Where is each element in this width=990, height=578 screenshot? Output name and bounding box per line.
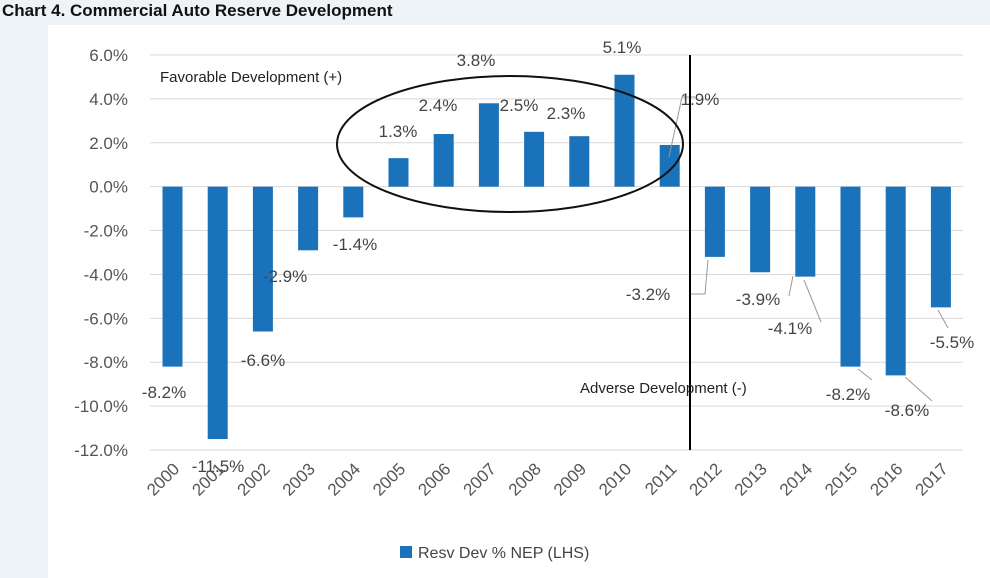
favorable-annotation: Favorable Development (+) [160, 69, 342, 86]
y-tick-label: -2.0% [84, 222, 128, 241]
data-labels: -8.2% -11.5% -6.6% -2.9% -1.4% 1.3%2.4% 3.8% 2.… [142, 38, 974, 476]
bar-2009 [569, 136, 590, 187]
bar-2011 [659, 144, 680, 187]
x-tick-label: 2005 [369, 459, 409, 499]
data-label-2011: 1.9% [681, 90, 720, 109]
y-tick-label: -4.0% [84, 265, 128, 284]
x-tick-label: 2013 [731, 459, 771, 499]
bar-2014 [795, 186, 816, 277]
data-label-2012: -3.2% [626, 285, 670, 304]
x-tick-label: 2007 [460, 459, 500, 499]
gridlines [150, 54, 963, 451]
bar-2017 [930, 186, 951, 308]
x-tick-label: 2016 [866, 459, 906, 499]
data-label-2016: -8.6% [885, 401, 929, 420]
y-tick-label: -8.0% [84, 353, 128, 372]
leader-line [690, 259, 709, 295]
x-tick-label: 2004 [324, 459, 364, 499]
x-tick-label: 2012 [686, 459, 726, 499]
data-label-2017: -5.5% [930, 333, 974, 352]
leader-line [904, 376, 933, 402]
bar-2016 [885, 186, 906, 376]
favorable-highlight-ellipse [336, 75, 684, 213]
x-axis-ticks: 2000 2001 2002 2003 2004 2005 2006 2007 2008 2009… [143, 459, 952, 499]
bar-2006 [433, 134, 454, 187]
x-tick-label: 2011 [641, 459, 680, 498]
x-tick-label: 2010 [595, 459, 635, 499]
data-label-2008: 2.5% [500, 96, 539, 115]
leader-line [788, 275, 794, 297]
bars [162, 74, 951, 440]
bar-2004 [343, 186, 364, 218]
bar-2008 [524, 131, 545, 187]
chart-panel [48, 25, 990, 578]
leader-line [857, 368, 873, 381]
bar-2005 [388, 158, 409, 187]
legend: Resv Dev % NEP (LHS) [400, 545, 589, 562]
leader-line [803, 279, 822, 323]
bar-2001 [207, 186, 228, 440]
chart-title: Chart 4. Commercial Auto Reserve Develop… [2, 1, 393, 20]
y-tick-label: 2.0% [89, 134, 128, 153]
y-axis-ticks: 6.0% 4.0% 2.0% 0.0% -2.0% -4.0% -6.0% -8.0% -10.… [74, 46, 128, 460]
x-tick-label: 2017 [912, 459, 952, 499]
data-label-2014: -4.1% [768, 319, 812, 338]
x-tick-label: 2003 [279, 459, 319, 499]
x-tick-label: 2000 [143, 459, 183, 499]
bar-2010 [614, 74, 635, 187]
bar-2013 [750, 186, 771, 273]
legend-label: Resv Dev % NEP (LHS) [418, 545, 589, 562]
bar-2012 [704, 186, 725, 257]
y-tick-label: 4.0% [89, 90, 128, 109]
data-label-2003: -2.9% [263, 267, 307, 286]
y-tick-label: -12.0% [74, 441, 128, 460]
x-tick-label: 2015 [821, 459, 861, 499]
x-tick-label: 2008 [505, 459, 545, 499]
data-label-2006: 2.4% [419, 96, 458, 115]
data-label-2009: 2.3% [547, 104, 586, 123]
bar-2003 [298, 186, 319, 251]
bar-2002 [252, 186, 273, 332]
y-tick-label: -6.0% [84, 309, 128, 328]
x-tick-label: 2014 [776, 459, 816, 499]
y-tick-label: 6.0% [89, 46, 128, 65]
data-label-2015: -8.2% [826, 385, 870, 404]
data-label-2010: 5.1% [603, 38, 642, 57]
data-label-2004: -1.4% [333, 235, 377, 254]
data-label-2001: -11.5% [192, 457, 245, 476]
leader-line [937, 309, 949, 329]
x-tick-label: 2006 [414, 459, 454, 499]
data-label-2002: -6.6% [241, 351, 285, 370]
y-tick-label: 0.0% [89, 178, 128, 197]
bar-2007 [478, 103, 499, 187]
x-tick-label: 2009 [550, 459, 590, 499]
data-label-2000: -8.2% [142, 383, 186, 402]
legend-swatch [400, 546, 412, 558]
data-label-2007: 3.8% [457, 51, 496, 70]
bar-2015 [840, 186, 861, 367]
data-label-2005: 1.3% [379, 122, 418, 141]
bar-2000 [162, 186, 183, 367]
data-label-2013: -3.9% [736, 290, 780, 309]
adverse-annotation: Adverse Development (-) [580, 380, 747, 397]
y-tick-label: -10.0% [74, 397, 128, 416]
